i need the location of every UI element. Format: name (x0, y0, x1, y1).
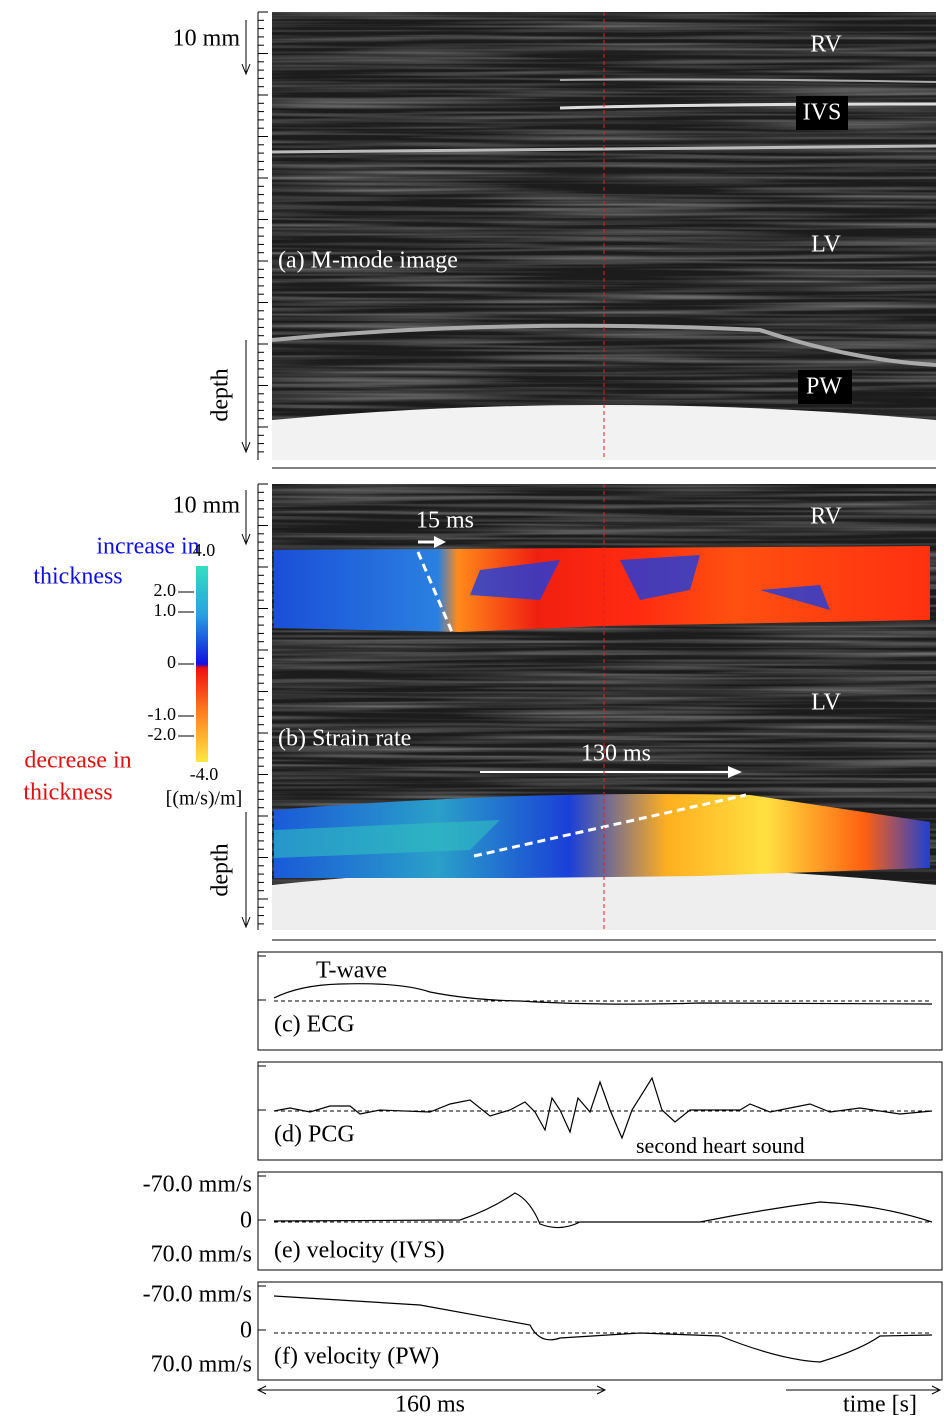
annotation: T-wave (316, 958, 387, 984)
legend-text: decrease in (24, 748, 131, 774)
panel-label: (c) ECG (274, 1012, 355, 1038)
annotation: IVS (803, 100, 842, 126)
delay-line (416, 551, 454, 633)
label-box (796, 96, 848, 130)
decoration (241, 441, 251, 454)
decoration (241, 533, 251, 546)
panel-frame (257, 1281, 943, 1381)
colorbar-scale (196, 566, 208, 762)
panel-frame (257, 1171, 943, 1271)
echo-line (271, 323, 937, 367)
velocity-trace (273, 1192, 933, 1229)
colorbar-tick: 4.0 (193, 540, 216, 560)
echo-line (271, 144, 937, 154)
delay-line (473, 793, 747, 858)
colorbar-tick: -2.0 (148, 724, 177, 744)
panel-label: (a) M-mode image (278, 248, 458, 274)
echo-line (559, 102, 937, 110)
colorbar-tick: -4.0 (190, 764, 219, 784)
scale-label: 10 mm (173, 26, 241, 52)
footer: 160 ms time [s] (256, 1385, 942, 1418)
legend-text: thickness (23, 780, 112, 806)
annotation: LV (811, 232, 841, 258)
y-tick-label: 0 (240, 1318, 252, 1344)
panel-a: 10 mm depth (a) M-mode image RV IVS LV P… (173, 12, 937, 469)
legend-text: increase in (96, 534, 199, 560)
annotation: RV (810, 32, 842, 58)
annotation: 130 ms (581, 741, 651, 767)
annotation: LV (811, 690, 841, 716)
annotation: PW (806, 374, 842, 400)
duration-label: 160 ms (395, 1392, 465, 1418)
decoration (434, 536, 446, 548)
annotation: 15 ms (416, 508, 474, 534)
panel-label: (b) Strain rate (278, 726, 411, 752)
pcg-trace (273, 1076, 933, 1140)
legend-text: thickness (33, 564, 122, 590)
panel-e: -70.0 mm/s 0 70.0 mm/s (e) velocity (IVS… (143, 1171, 943, 1271)
axis-label: depth (208, 368, 234, 421)
panel-frame (257, 1061, 943, 1161)
colorbar-tick: 0 (167, 652, 176, 672)
colorbar-tick: -1.0 (148, 704, 177, 724)
annotation: second heart sound (636, 1133, 805, 1158)
panel-label: (f) velocity (PW) (274, 1344, 439, 1370)
panel-c: T-wave (c) ECG (257, 951, 943, 1051)
decoration (931, 1385, 942, 1395)
colorbar-unit: [(m/s)/m] (166, 788, 243, 810)
colorbar: increase in thickness decrease in thickn… (23, 534, 242, 810)
echo-line (559, 78, 937, 83)
axis-label: time [s] (843, 1392, 917, 1418)
label-box (798, 370, 852, 404)
scale-label: 10 mm (173, 493, 241, 519)
y-tick-label: 70.0 mm/s (151, 1242, 252, 1268)
panel-b: 10 mm depth (b) Strain rate RV LV 15 ms … (173, 484, 936, 941)
y-tick-label: -70.0 mm/s (143, 1282, 252, 1308)
y-tick-label: -70.0 mm/s (143, 1172, 252, 1198)
velocity-trace (273, 1295, 933, 1363)
panel-frame (257, 951, 943, 1051)
rulers (257, 11, 268, 1331)
strain-band (274, 794, 930, 878)
y-tick-label: 70.0 mm/s (151, 1352, 252, 1378)
strain-patch (470, 555, 830, 610)
colorbar-tick: 1.0 (154, 600, 177, 620)
axis-label: depth (208, 843, 234, 896)
panel-label: (d) PCG (274, 1122, 355, 1148)
decoration (241, 63, 251, 76)
panel-f: -70.0 mm/s 0 70.0 mm/s (f) velocity (PW) (143, 1281, 943, 1381)
decoration (256, 1385, 607, 1395)
panel-label: (e) velocity (IVS) (274, 1238, 445, 1264)
y-tick-label: 0 (240, 1208, 252, 1234)
colorbar-tick: 2.0 (154, 580, 177, 600)
panel-d: (d) PCG second heart sound (257, 1061, 943, 1161)
decoration (241, 916, 251, 929)
ecg-trace (273, 983, 933, 1005)
annotation: RV (810, 504, 842, 530)
strain-patch (274, 820, 500, 858)
tick-arrows (178, 591, 194, 737)
decoration (728, 766, 742, 778)
strain-band (274, 546, 930, 632)
